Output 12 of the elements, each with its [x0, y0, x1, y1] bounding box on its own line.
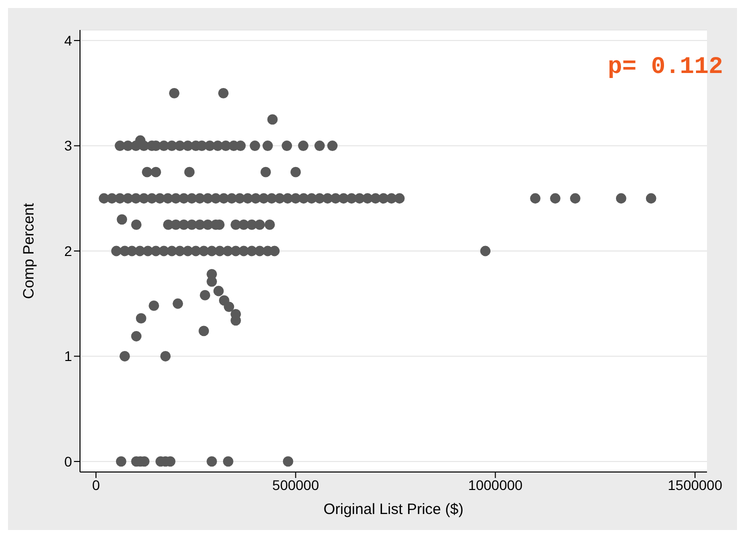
x-tick-label: 0	[92, 476, 100, 493]
y-tick-label: 1	[64, 348, 72, 364]
y-tick-label: 0	[64, 453, 72, 470]
x-tick-label: 1000000	[468, 476, 523, 493]
y-tick-label: 4	[64, 32, 72, 48]
x-tick-label: 500000	[272, 476, 320, 493]
annotation: p= 0.112	[608, 54, 723, 81]
y-tick-label: 3	[64, 138, 72, 154]
y-axis-title: Comp Percent	[20, 202, 38, 299]
x-tick-label: 1500000	[668, 476, 722, 493]
x-axis-title: Original List Price ($)	[323, 501, 464, 518]
y-tick-label: 2	[64, 242, 72, 259]
